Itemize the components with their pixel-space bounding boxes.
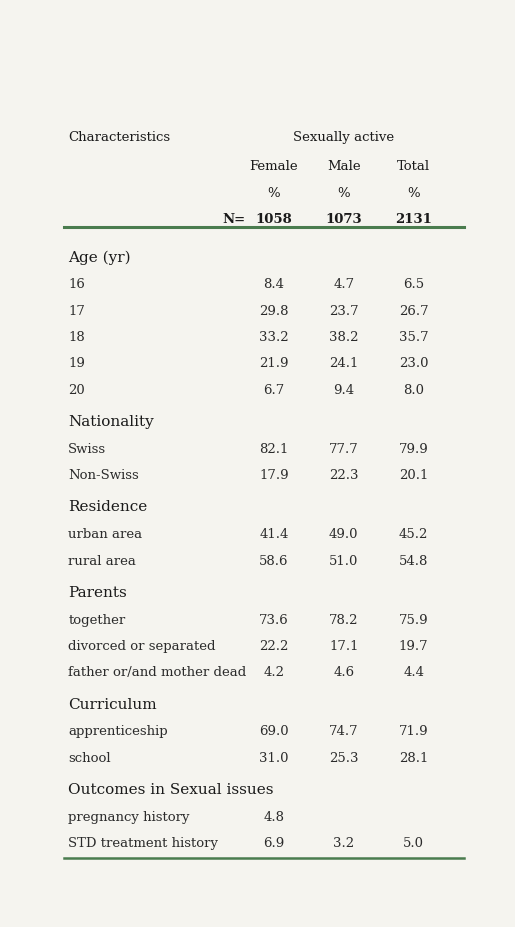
Text: %: %	[268, 186, 280, 199]
Text: Curriculum: Curriculum	[68, 697, 157, 711]
Text: Swiss: Swiss	[68, 442, 107, 455]
Text: 3.2: 3.2	[333, 836, 354, 849]
Text: 8.0: 8.0	[403, 384, 424, 397]
Text: Sexually active: Sexually active	[293, 132, 394, 145]
Text: 17.1: 17.1	[329, 640, 358, 653]
Text: pregnancy history: pregnancy history	[68, 810, 190, 823]
Text: 73.6: 73.6	[259, 613, 289, 626]
Text: 75.9: 75.9	[399, 613, 428, 626]
Text: 45.2: 45.2	[399, 527, 428, 540]
Text: 4.8: 4.8	[263, 810, 284, 823]
Text: 69.0: 69.0	[259, 725, 289, 738]
Text: 18: 18	[68, 331, 85, 344]
Text: 16: 16	[68, 278, 85, 291]
Text: Total: Total	[397, 160, 430, 173]
Text: 22.3: 22.3	[329, 469, 358, 482]
Text: %: %	[407, 186, 420, 199]
Text: 19: 19	[68, 357, 85, 370]
Text: 6.7: 6.7	[263, 384, 285, 397]
Text: 35.7: 35.7	[399, 331, 428, 344]
Text: 2131: 2131	[395, 213, 432, 226]
Text: Outcomes in Sexual issues: Outcomes in Sexual issues	[68, 782, 274, 796]
Text: 23.0: 23.0	[399, 357, 428, 370]
Text: Residence: Residence	[68, 500, 148, 514]
Text: 4.2: 4.2	[263, 666, 284, 679]
Text: 4.4: 4.4	[403, 666, 424, 679]
Text: 24.1: 24.1	[329, 357, 358, 370]
Text: %: %	[337, 186, 350, 199]
Text: 4.7: 4.7	[333, 278, 354, 291]
Text: 4.6: 4.6	[333, 666, 354, 679]
Text: together: together	[68, 613, 126, 626]
Text: 77.7: 77.7	[329, 442, 358, 455]
Text: 82.1: 82.1	[259, 442, 288, 455]
Text: 23.7: 23.7	[329, 304, 358, 317]
Text: 38.2: 38.2	[329, 331, 358, 344]
Text: 21.9: 21.9	[259, 357, 289, 370]
Text: 33.2: 33.2	[259, 331, 289, 344]
Text: 20: 20	[68, 384, 85, 397]
Text: 1058: 1058	[255, 213, 293, 226]
Text: 6.9: 6.9	[263, 836, 285, 849]
Text: school: school	[68, 751, 111, 764]
Text: father or/and mother dead: father or/and mother dead	[68, 666, 247, 679]
Text: 20.1: 20.1	[399, 469, 428, 482]
Text: 79.9: 79.9	[399, 442, 428, 455]
Text: 51.0: 51.0	[329, 554, 358, 567]
Text: Male: Male	[327, 160, 360, 173]
Text: 8.4: 8.4	[263, 278, 284, 291]
Text: 5.0: 5.0	[403, 836, 424, 849]
Text: 17: 17	[68, 304, 85, 317]
Text: Female: Female	[250, 160, 298, 173]
Text: rural area: rural area	[68, 554, 136, 567]
Text: STD treatment history: STD treatment history	[68, 836, 218, 849]
Text: 22.2: 22.2	[259, 640, 288, 653]
Text: Characteristics: Characteristics	[68, 132, 170, 145]
Text: 1073: 1073	[325, 213, 362, 226]
Text: N=: N=	[223, 213, 246, 226]
Text: 71.9: 71.9	[399, 725, 428, 738]
Text: divorced or separated: divorced or separated	[68, 640, 216, 653]
Text: 6.5: 6.5	[403, 278, 424, 291]
Text: 26.7: 26.7	[399, 304, 428, 317]
Text: Non-Swiss: Non-Swiss	[68, 469, 139, 482]
Text: 54.8: 54.8	[399, 554, 428, 567]
Text: Parents: Parents	[68, 585, 127, 599]
Text: 31.0: 31.0	[259, 751, 289, 764]
Text: urban area: urban area	[68, 527, 143, 540]
Text: 49.0: 49.0	[329, 527, 358, 540]
Text: Nationality: Nationality	[68, 414, 154, 428]
Text: 17.9: 17.9	[259, 469, 289, 482]
Text: apprenticeship: apprenticeship	[68, 725, 168, 738]
Text: 19.7: 19.7	[399, 640, 428, 653]
Text: 28.1: 28.1	[399, 751, 428, 764]
Text: 74.7: 74.7	[329, 725, 358, 738]
Text: 9.4: 9.4	[333, 384, 354, 397]
Text: Age (yr): Age (yr)	[68, 250, 131, 264]
Text: 58.6: 58.6	[259, 554, 289, 567]
Text: 29.8: 29.8	[259, 304, 289, 317]
Text: 78.2: 78.2	[329, 613, 358, 626]
Text: 25.3: 25.3	[329, 751, 358, 764]
Text: 41.4: 41.4	[259, 527, 288, 540]
